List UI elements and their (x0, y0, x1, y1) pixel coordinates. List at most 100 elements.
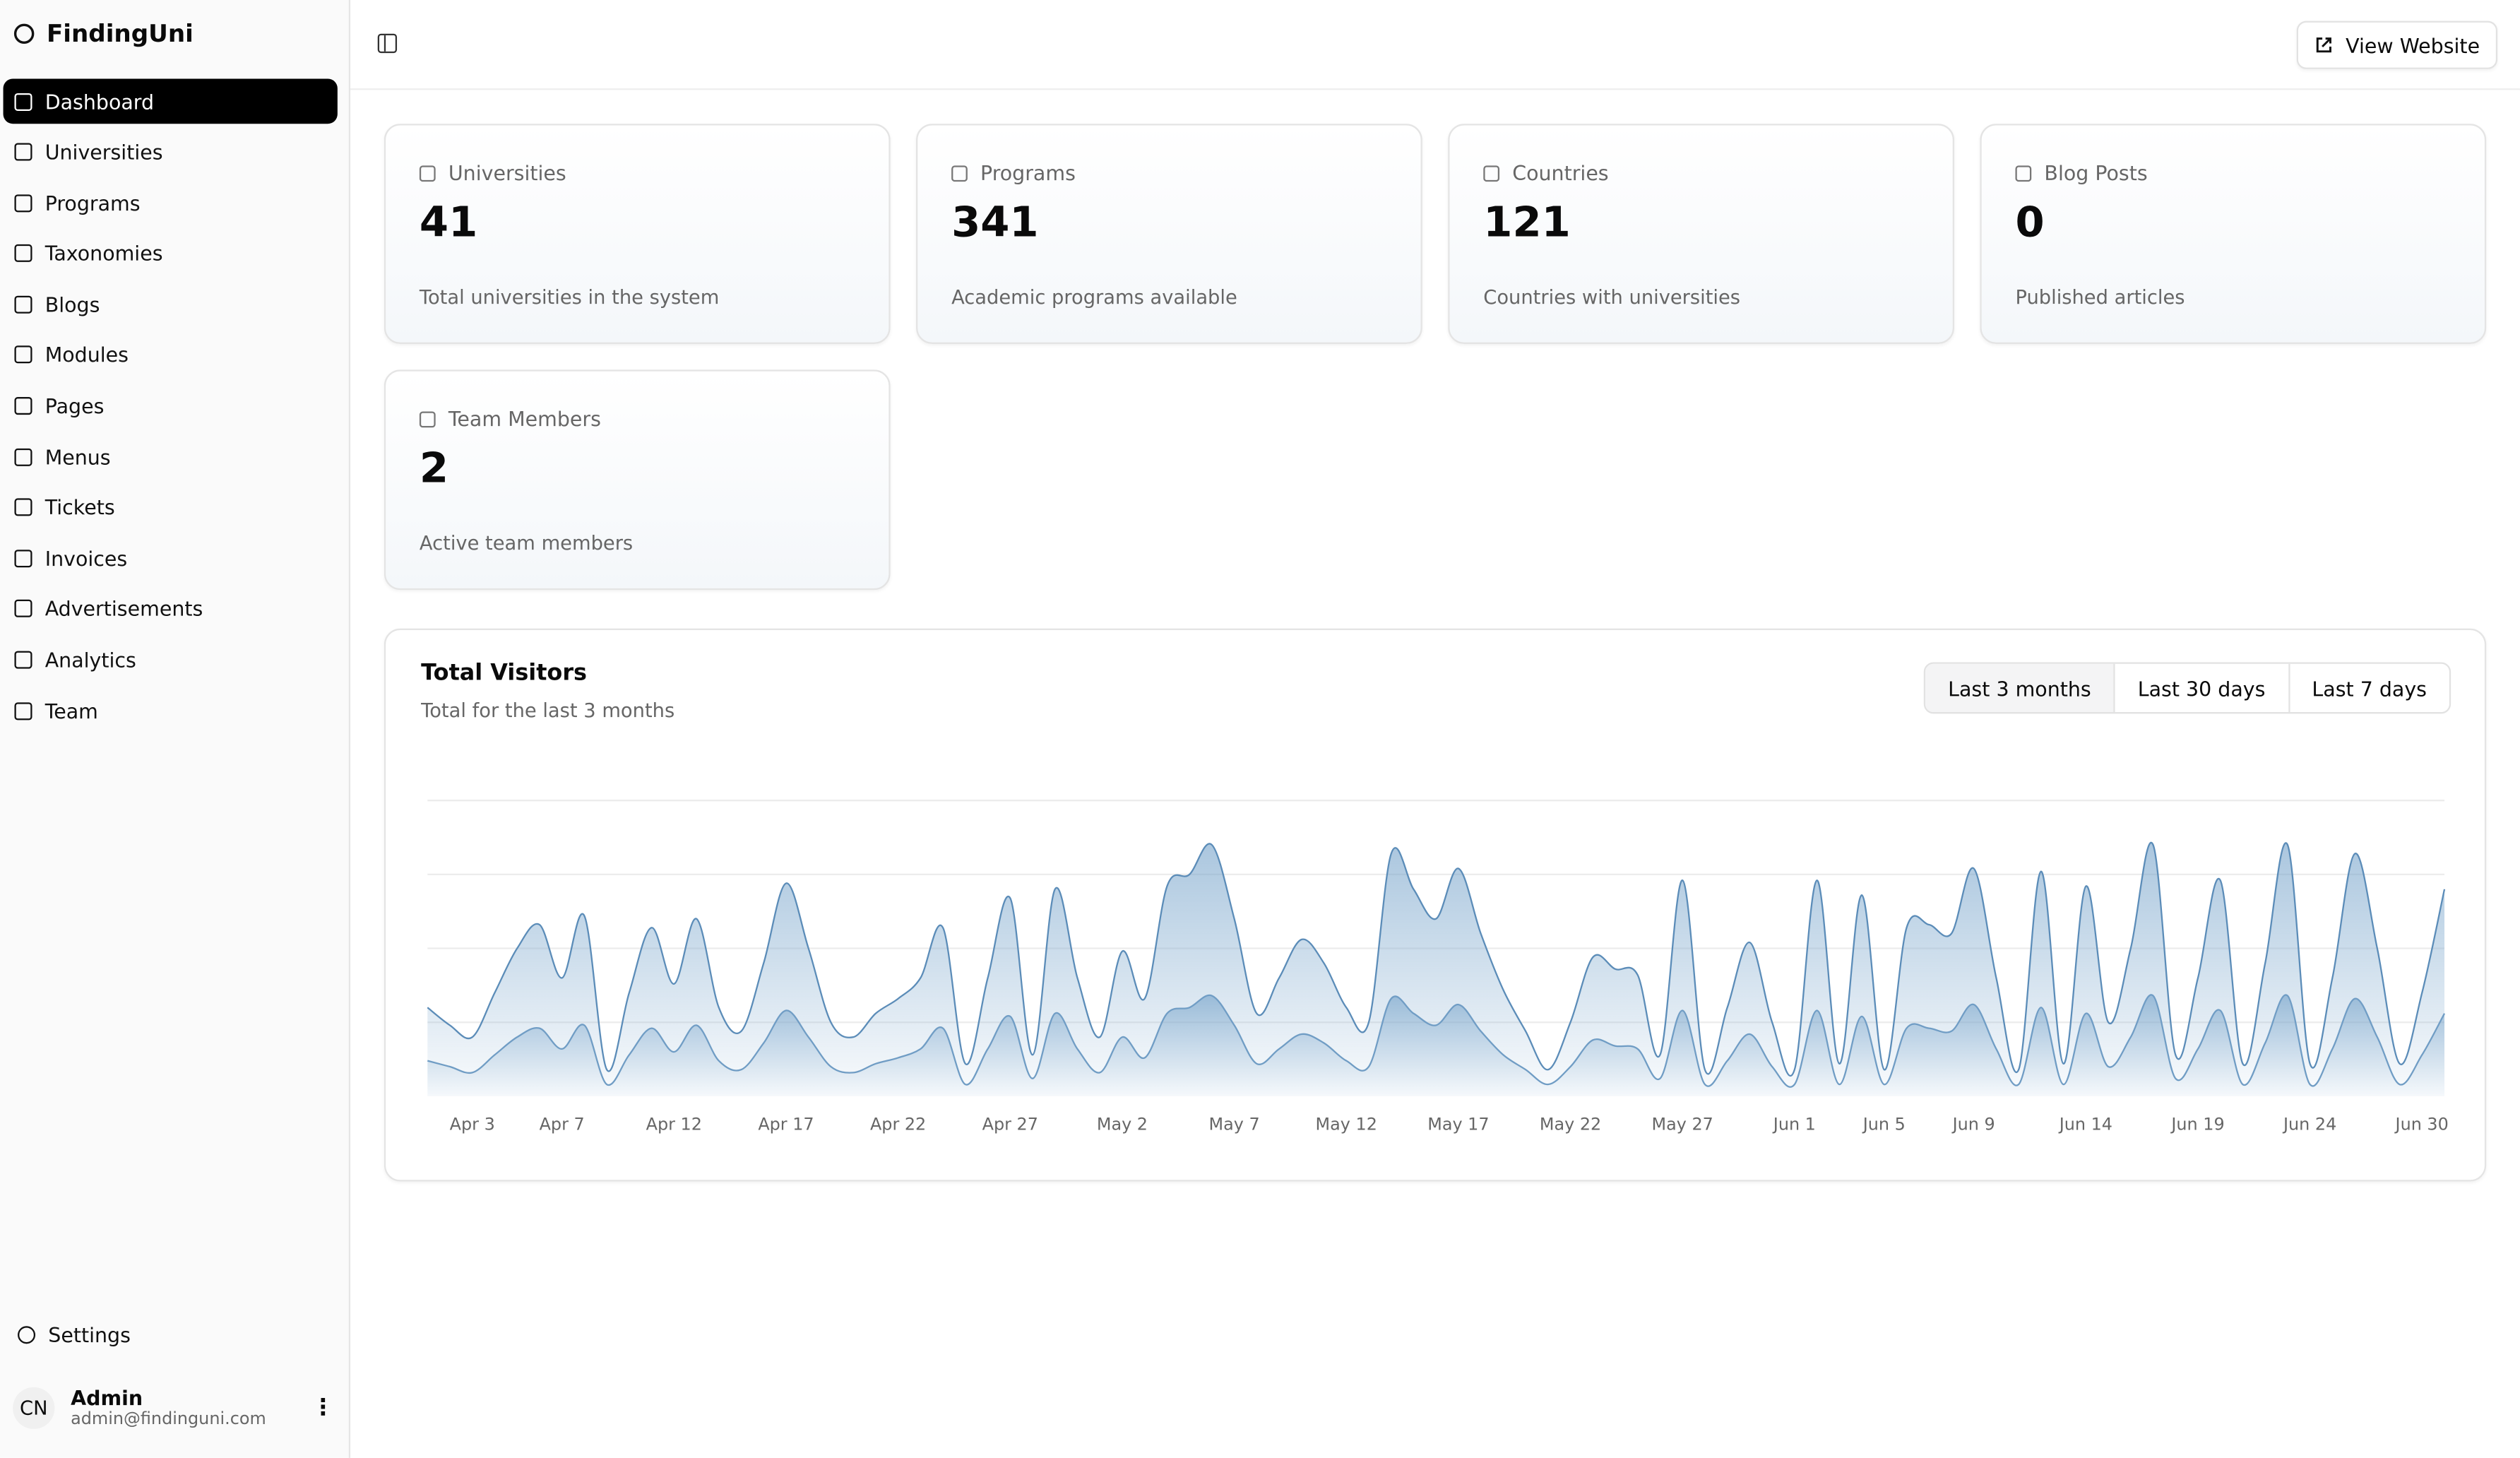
icon (14, 701, 32, 720)
nav-item[interactable]: Universities (4, 129, 338, 174)
stat-label: Blog Posts (2044, 160, 2148, 185)
icon (14, 651, 32, 669)
icon (419, 410, 436, 427)
user-email: admin@findinguni.com (71, 1409, 266, 1429)
stat-value: 121 (1483, 199, 1571, 248)
sidebar-toggle[interactable] (377, 33, 398, 54)
area (427, 842, 2445, 1087)
chart-card: Total Visitors Total for the last 3 mont… (384, 628, 2487, 1182)
icon (14, 600, 32, 618)
brand-name: FindingUni (46, 19, 194, 49)
stat-card: Programs 341 Academic programs available (916, 124, 1422, 344)
nav-label: Invoices (44, 546, 128, 571)
range-tabs: Last 3 months Last 30 days Last 7 days (1924, 662, 2451, 714)
x-tick-label: Jun 30 (2394, 1115, 2449, 1134)
view-website[interactable]: View Website (2295, 20, 2498, 69)
stat-value: 341 (951, 199, 1039, 248)
x-tick-label: Jun 19 (2170, 1115, 2224, 1134)
nav-label: Tickets (44, 495, 115, 520)
user[interactable]: CN Admin admin@findinguni.com ⋮ (13, 1385, 335, 1429)
nav-label: Dashboard (44, 89, 155, 114)
menu-dots[interactable]: ⋮ (311, 1394, 335, 1421)
nav-item[interactable]: Tickets (4, 485, 338, 531)
icon (14, 295, 32, 314)
icon (1483, 165, 1500, 181)
line (427, 841, 2446, 1077)
area (427, 995, 2445, 1096)
icon (14, 448, 32, 466)
nav-item[interactable]: Blogs (4, 282, 338, 327)
range-tab[interactable]: Last 30 days (2113, 663, 2288, 713)
settings[interactable]: Settings (4, 1312, 338, 1363)
icon (14, 397, 32, 415)
sidebar: FindingUni Dashboard Universities Programs… (0, 0, 351, 1458)
x-tick-label: May 12 (1316, 1115, 1377, 1134)
nav: Dashboard Universities Programs Taxonomies B… (0, 78, 349, 739)
nav-label: Modules (44, 343, 129, 367)
chart: Apr 3 Apr 7 Apr 12 Apr 17 Apr 22 Apr 27 May 2 M… (427, 800, 2449, 1134)
stat-label: Countries (1512, 160, 1609, 185)
nav-label: Analytics (44, 648, 136, 672)
nav-item[interactable]: Invoices (4, 536, 338, 581)
range-tab[interactable]: Last 7 days (2288, 663, 2449, 713)
icon (951, 165, 968, 181)
nav-label: Programs (44, 191, 141, 215)
stat-description: Active team members (419, 532, 634, 555)
external-icon (2315, 37, 2331, 53)
stat-label-row: Universities (419, 161, 566, 185)
nav-label: Menus (44, 444, 111, 469)
x-tick-label: Jun 24 (2282, 1115, 2336, 1134)
icon (18, 1325, 36, 1344)
nav-item[interactable]: Menus (4, 434, 338, 480)
nav-item[interactable]: Analytics (4, 637, 338, 682)
user-name: Admin (71, 1385, 143, 1410)
x-tick-label: Jun 5 (1862, 1115, 1906, 1134)
x-tick-label: Apr 12 (646, 1115, 702, 1134)
nav-label: Blogs (44, 292, 100, 316)
nav-label: Team (44, 698, 98, 723)
stat-value: 41 (419, 199, 478, 248)
stat-value: 2 (419, 445, 449, 494)
x-tick-label: Apr 22 (870, 1115, 926, 1134)
stat-description: Academic programs available (951, 286, 1237, 309)
x-tick-label: Apr 17 (758, 1115, 814, 1134)
nav-item[interactable]: Programs (4, 180, 338, 225)
x-tick-label: May 7 (1209, 1115, 1260, 1134)
nav-label: Taxonomies (44, 241, 163, 266)
stat-label-row: Blog Posts (2015, 160, 2148, 185)
icon (419, 165, 436, 181)
range-tab[interactable]: Last 3 months (1925, 663, 2114, 713)
button-label: View Website (2346, 32, 2480, 57)
x-tick-label: May 2 (1097, 1115, 1148, 1134)
nav-item[interactable]: Pages (4, 384, 338, 429)
icon (2015, 165, 2032, 181)
stat-card: Blog Posts 0 Published articles (1980, 124, 2487, 344)
header: View Website (350, 0, 2520, 90)
nav-item[interactable]: Dashboard (3, 78, 338, 124)
icon (14, 346, 32, 364)
chart-title: Total Visitors (421, 660, 588, 687)
stat-card: Team Members 2 Active team members (384, 369, 891, 591)
nav-item[interactable]: Modules (4, 333, 338, 378)
nav-label: Advertisements (44, 597, 203, 622)
stat-value: 0 (2015, 199, 2045, 248)
nav-label: Pages (44, 393, 105, 418)
nav-item[interactable]: Team (4, 688, 338, 733)
x-tick-label: May 17 (1427, 1115, 1489, 1134)
x-tick-label: May 22 (1540, 1115, 1601, 1134)
nav-item[interactable]: Taxonomies (4, 231, 338, 276)
icon (14, 498, 32, 517)
stat-label-row: Countries (1483, 160, 1609, 185)
icon (14, 244, 32, 263)
icon (14, 143, 32, 161)
x-tick-label: Jun 14 (2058, 1115, 2112, 1134)
nav-item[interactable]: Settings (6, 1312, 326, 1357)
nav-label: Settings (48, 1322, 131, 1346)
x-tick-label: Apr 7 (540, 1115, 585, 1134)
brand: FindingUni (13, 19, 194, 48)
nav-item[interactable]: Advertisements (4, 586, 338, 632)
x-tick-label: Jun 1 (1772, 1115, 1816, 1134)
icon (14, 549, 32, 567)
